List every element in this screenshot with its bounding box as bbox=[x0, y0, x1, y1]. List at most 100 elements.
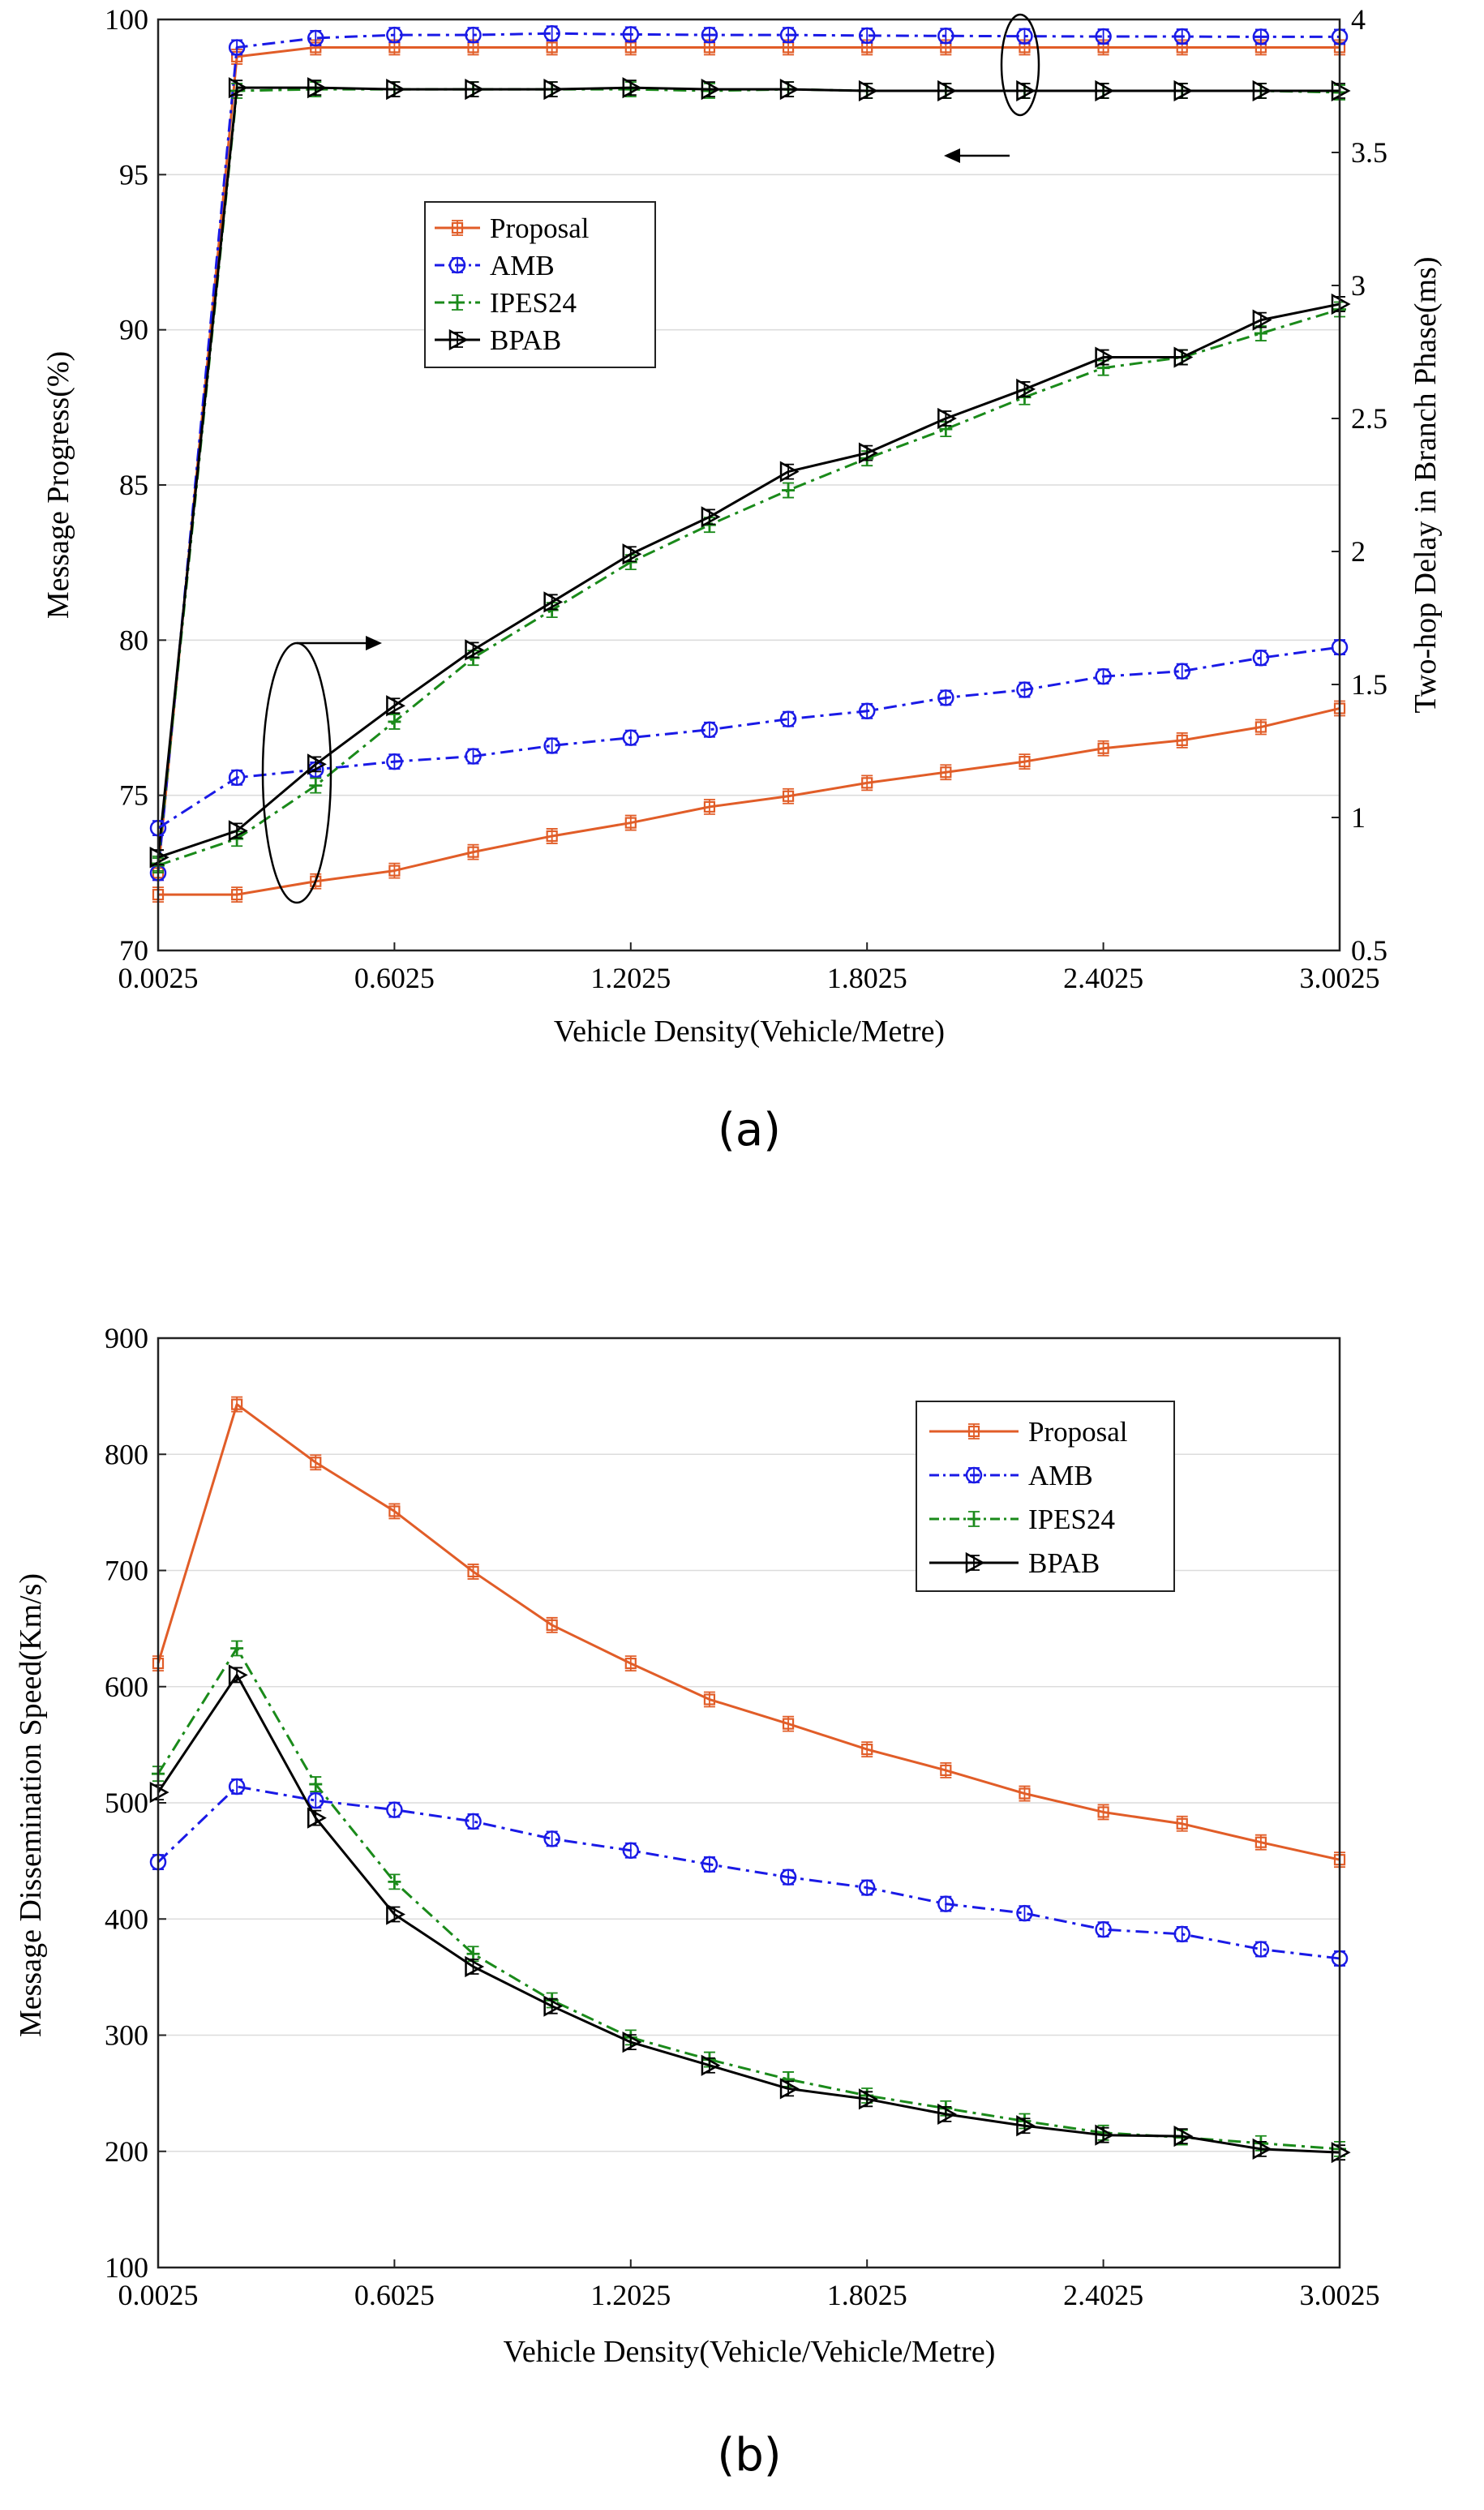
legend-marker-proposal bbox=[451, 221, 464, 234]
data-point-proposal-right bbox=[1255, 721, 1267, 733]
data-point-bpab-left bbox=[937, 79, 957, 102]
data-point-ipes24-right bbox=[782, 483, 796, 497]
y-tick-label: 800 bbox=[105, 1438, 148, 1470]
data-point-bpab-right bbox=[1173, 346, 1194, 368]
series-bpab-left bbox=[149, 77, 1351, 869]
data-point-amb-right bbox=[1252, 649, 1270, 667]
legend-entry-bpab: BPAB bbox=[435, 324, 561, 356]
legend-label-amb: AMB bbox=[490, 250, 555, 281]
panel-a-legend: Proposal AMB IPES24 BPAB bbox=[424, 201, 656, 368]
data-point-bpab-right bbox=[543, 591, 564, 613]
data-point-ipes24 bbox=[309, 1778, 323, 1791]
y-tick-label: 400 bbox=[105, 1903, 148, 1935]
data-point-bpab-left bbox=[307, 77, 327, 99]
series-line-bpab bbox=[157, 1673, 1340, 2154]
data-point-bpab-left bbox=[1252, 79, 1272, 102]
data-point-proposal-right bbox=[1097, 742, 1109, 754]
data-point-amb-right bbox=[1095, 667, 1112, 685]
x-tick-label: 0.6025 bbox=[354, 2279, 435, 2311]
panel-b-chart: 100 200 300 400 500 600 700 800 900 0.0025 0.6025 1… bbox=[14, 1322, 1380, 2482]
series-line-ipes24-left bbox=[157, 88, 1340, 865]
data-point-bpab-left bbox=[701, 78, 721, 101]
data-point-amb bbox=[386, 1801, 403, 1818]
y-tick-label: 100 bbox=[105, 3, 148, 36]
data-point-bpab bbox=[228, 1664, 248, 1686]
data-point-ipes24 bbox=[466, 1947, 480, 1961]
x-tick-label: 0.0025 bbox=[118, 2279, 199, 2311]
legend-marker-proposal bbox=[967, 1425, 980, 1438]
data-point-bpab bbox=[386, 1903, 405, 1925]
legend-label-ipes24: IPES24 bbox=[490, 287, 577, 319]
legend-marker-amb bbox=[965, 1466, 983, 1484]
legend-label-proposal: Proposal bbox=[490, 212, 590, 244]
data-point-amb-right bbox=[1016, 681, 1033, 698]
data-point-amb-right bbox=[622, 729, 640, 746]
data-point-bpab-left bbox=[858, 79, 878, 102]
data-point-amb bbox=[1095, 1920, 1112, 1938]
data-point-bpab bbox=[701, 2054, 721, 2076]
panel-a-chart: 70 75 80 85 90 95 100 0.5 1 1.5 2 2.5 3 3.5 4 0.0025 0.6… bbox=[41, 3, 1443, 1156]
data-point-amb bbox=[779, 1869, 797, 1886]
panel-b-ylabel: Message Dissemination Speed(Km/s) bbox=[14, 1573, 48, 2037]
data-point-proposal-right bbox=[1019, 756, 1031, 768]
data-point-amb-left bbox=[937, 28, 954, 45]
data-point-amb bbox=[307, 1791, 324, 1809]
y-right-tick-label: 1 bbox=[1351, 801, 1366, 834]
data-point-bpab-left bbox=[228, 77, 248, 99]
data-point-amb-left bbox=[1173, 28, 1190, 45]
x-tick-label: 1.8025 bbox=[827, 962, 907, 994]
data-point-proposal-right bbox=[861, 777, 873, 789]
data-point-amb bbox=[1252, 1941, 1270, 1958]
data-point-proposal bbox=[467, 1565, 479, 1578]
data-point-proposal-right bbox=[546, 830, 558, 843]
data-point-amb-left bbox=[858, 27, 876, 45]
data-point-amb-left bbox=[543, 24, 560, 42]
data-point-bpab bbox=[937, 2103, 957, 2126]
x-tick-label: 2.4025 bbox=[1063, 2279, 1143, 2311]
y-right-tick-label: 1.5 bbox=[1351, 668, 1387, 701]
y-tick-label: 95 bbox=[119, 158, 148, 191]
annotation-arrowhead-left bbox=[944, 148, 960, 163]
data-point-proposal bbox=[940, 1764, 952, 1776]
legend-entry-amb: AMB bbox=[435, 250, 555, 281]
y-tick-label: 200 bbox=[105, 2135, 148, 2168]
data-point-proposal bbox=[624, 1657, 637, 1670]
data-point-proposal bbox=[1097, 1806, 1109, 1818]
data-point-bpab-right bbox=[622, 543, 642, 565]
legend-marker-bpab bbox=[965, 1551, 985, 1574]
data-point-bpab bbox=[1252, 2138, 1272, 2160]
data-point-proposal bbox=[861, 1744, 873, 1756]
series-line-amb-right bbox=[157, 646, 1340, 830]
data-point-ipes24-right bbox=[1254, 327, 1267, 341]
x-tick-label: 3.0025 bbox=[1300, 962, 1380, 994]
data-point-amb-right bbox=[386, 753, 403, 770]
legend-entry-bpab: BPAB bbox=[929, 1547, 1100, 1579]
data-point-proposal bbox=[310, 1457, 322, 1469]
data-point-bpab-left bbox=[622, 77, 642, 99]
series-ipes24 bbox=[152, 1640, 1346, 2157]
y-tick-label: 300 bbox=[105, 2019, 148, 2052]
data-point-bpab bbox=[307, 1807, 327, 1829]
series-proposal bbox=[152, 1396, 1346, 1869]
data-point-proposal bbox=[782, 1718, 795, 1730]
data-point-amb-right bbox=[465, 748, 482, 765]
y-tick-label: 700 bbox=[105, 1555, 148, 1587]
y-right-tick-label: 3 bbox=[1351, 269, 1366, 302]
legend-marker-bpab bbox=[448, 328, 469, 351]
y-tick-label: 90 bbox=[119, 314, 148, 346]
data-point-bpab-left bbox=[465, 78, 485, 101]
y-right-tick-label: 0.5 bbox=[1351, 934, 1387, 967]
y-right-tick-label: 2.5 bbox=[1351, 402, 1387, 435]
data-point-proposal bbox=[703, 1693, 716, 1706]
data-point-proposal bbox=[388, 1505, 401, 1517]
data-point-amb-right bbox=[543, 737, 560, 754]
x-tick-label: 1.2025 bbox=[590, 2279, 671, 2311]
x-tick-label: 0.6025 bbox=[354, 962, 435, 994]
panel-b-legend: Proposal AMB IPES24 BPAB bbox=[916, 1401, 1175, 1592]
y-right-tick-label: 2 bbox=[1351, 535, 1366, 568]
data-point-amb-left bbox=[701, 26, 718, 44]
data-point-bpab bbox=[779, 2078, 800, 2100]
legend-entry-proposal: Proposal bbox=[929, 1416, 1128, 1448]
data-point-amb-left bbox=[228, 39, 246, 56]
data-point-bpab-right bbox=[937, 407, 957, 430]
